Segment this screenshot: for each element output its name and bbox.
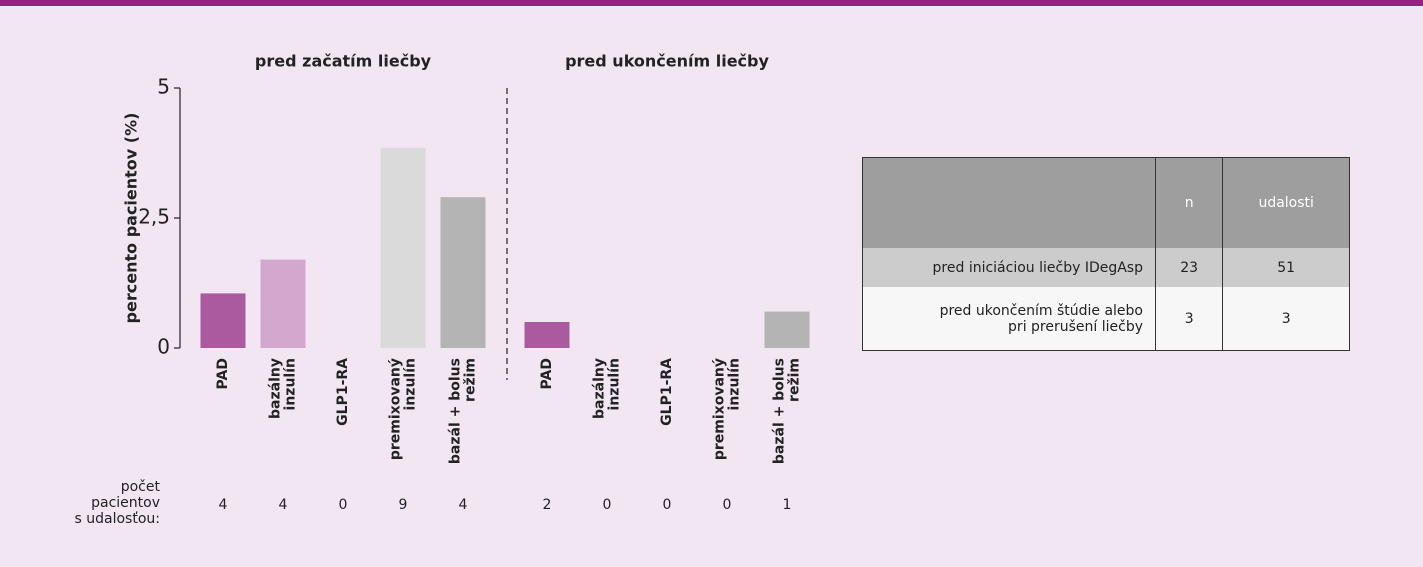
x-tick-label: premixovanýinzulín	[388, 358, 419, 460]
y-tick-label: 0	[157, 335, 170, 359]
x-tick-label: bazál + bolusrežim	[772, 358, 803, 464]
row-label: pred ukončením štúdie alebo pri prerušen…	[862, 287, 1156, 351]
x-tick-label: PAD	[539, 358, 555, 389]
y-tick-label: 2,5	[138, 205, 170, 229]
x-tick-label: bazál + bolusrežim	[448, 358, 479, 464]
count-value: 0	[663, 497, 672, 513]
count-value: 0	[339, 497, 348, 513]
top-bar	[0, 0, 1423, 6]
bar	[524, 322, 570, 348]
x-tick-label: bazálnyinzulín	[592, 358, 623, 419]
count-value: 9	[399, 497, 408, 513]
count-value: 4	[279, 497, 288, 513]
row-label: pred iniciáciou liečby IDegAsp	[862, 248, 1156, 287]
table-header: n udalosti	[862, 157, 1350, 248]
cell: 23	[1154, 248, 1224, 287]
table-row: pred ukončením štúdie alebo pri prerušen…	[862, 287, 1350, 351]
group-title: pred ukončením liečby	[565, 52, 769, 71]
counts-label: počet pacientov s udalosťou:	[75, 479, 161, 527]
count-value: 2	[543, 497, 552, 513]
bar	[200, 293, 246, 348]
count-value: 4	[219, 497, 228, 513]
cell: 3	[1154, 287, 1224, 351]
count-value: 0	[723, 497, 732, 513]
x-tick-label: GLP1-RA	[335, 358, 351, 426]
header-cell: n	[1154, 157, 1224, 248]
count-value: 4	[459, 497, 468, 513]
group-title: pred začatím liečby	[255, 52, 432, 71]
x-tick-label: bazálnyinzulín	[268, 358, 299, 419]
bar	[764, 311, 810, 348]
bar	[440, 197, 486, 348]
x-tick-label: PAD	[215, 358, 231, 389]
header-cell: udalosti	[1222, 157, 1350, 248]
cell: 51	[1222, 248, 1350, 287]
table-row: pred iniciáciou liečby IDegAsp 23 51	[862, 248, 1350, 287]
header-empty	[862, 157, 1156, 248]
count-value: 1	[783, 497, 792, 513]
bar	[260, 259, 306, 348]
y-axis-label: percento pacientov (%)	[122, 113, 141, 324]
cell: 3	[1222, 287, 1350, 351]
bar	[380, 147, 426, 348]
x-tick-label: premixovanýinzulín	[712, 358, 743, 460]
y-tick-label: 5	[157, 75, 170, 99]
x-tick-label: GLP1-RA	[659, 358, 675, 426]
count-value: 0	[603, 497, 612, 513]
summary-table: n udalosti pred iniciáciou liečby IDegAs…	[862, 157, 1350, 351]
